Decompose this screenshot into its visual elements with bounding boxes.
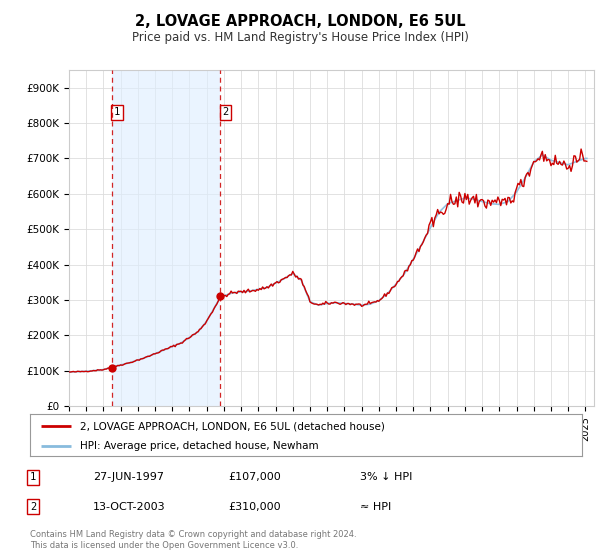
- Text: This data is licensed under the Open Government Licence v3.0.: This data is licensed under the Open Gov…: [30, 541, 298, 550]
- Text: 2, LOVAGE APPROACH, LONDON, E6 5UL: 2, LOVAGE APPROACH, LONDON, E6 5UL: [134, 14, 466, 29]
- Bar: [112, 70, 220, 406]
- Text: 13-OCT-2003: 13-OCT-2003: [93, 502, 166, 512]
- Text: Contains HM Land Registry data © Crown copyright and database right 2024.: Contains HM Land Registry data © Crown c…: [30, 530, 356, 539]
- Text: 3% ↓ HPI: 3% ↓ HPI: [360, 472, 412, 482]
- Text: 1: 1: [114, 108, 120, 118]
- Text: 2: 2: [30, 502, 36, 512]
- Text: 1: 1: [30, 472, 36, 482]
- Text: Price paid vs. HM Land Registry's House Price Index (HPI): Price paid vs. HM Land Registry's House …: [131, 31, 469, 44]
- Text: 2: 2: [223, 108, 229, 118]
- Text: HPI: Average price, detached house, Newham: HPI: Average price, detached house, Newh…: [80, 441, 319, 451]
- Text: 27-JUN-1997: 27-JUN-1997: [93, 472, 164, 482]
- Text: ≈ HPI: ≈ HPI: [360, 502, 391, 512]
- Text: £310,000: £310,000: [228, 502, 281, 512]
- Text: 2, LOVAGE APPROACH, LONDON, E6 5UL (detached house): 2, LOVAGE APPROACH, LONDON, E6 5UL (deta…: [80, 421, 385, 431]
- Text: £107,000: £107,000: [228, 472, 281, 482]
